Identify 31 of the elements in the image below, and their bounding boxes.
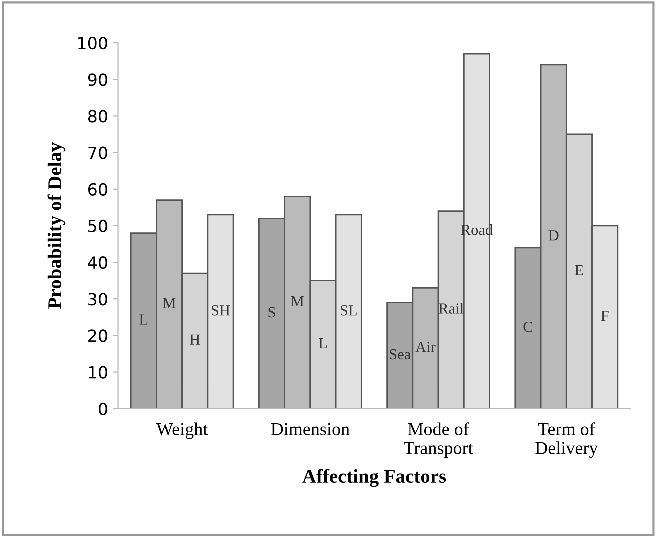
x-tick-label: Dimension [271, 423, 350, 436]
data-label: S [268, 307, 276, 318]
y-tick-label: 100 [78, 37, 108, 50]
data-label: H [190, 334, 200, 345]
y-tick-label: 80 [88, 110, 108, 123]
data-label: C [524, 322, 532, 332]
data-label: F [601, 311, 609, 322]
y-tick-label: 50 [88, 220, 108, 233]
data-label: SH [212, 305, 230, 316]
x-tick-label: Term of Delivery [536, 422, 598, 458]
y-tick-label: 90 [88, 74, 108, 86]
y-tick-label: 0 [99, 402, 108, 416]
y-axis-title: Probability of Delay [48, 142, 66, 310]
x-axis-title: Affecting Factors [302, 469, 446, 488]
data-label: Sea [390, 349, 411, 360]
x-tick-label: Mode of Transport [404, 422, 474, 458]
y-tick-label: 70 [88, 146, 108, 160]
data-label: Air [416, 342, 436, 352]
x-tick-label: Weight [156, 422, 208, 440]
data-label: SL [340, 305, 357, 316]
data-label: M [163, 298, 176, 308]
y-tick-label: 10 [89, 366, 108, 379]
data-label: M [291, 296, 304, 306]
data-label: E [575, 265, 584, 276]
data-label: L [319, 338, 327, 349]
data-label: D [548, 230, 559, 241]
y-tick-label: 20 [88, 330, 108, 342]
data-label: L [140, 314, 148, 325]
y-tick-label: 30 [88, 293, 108, 306]
y-tick-label: 40 [88, 256, 108, 270]
y-tick-label: 60 [88, 183, 108, 196]
